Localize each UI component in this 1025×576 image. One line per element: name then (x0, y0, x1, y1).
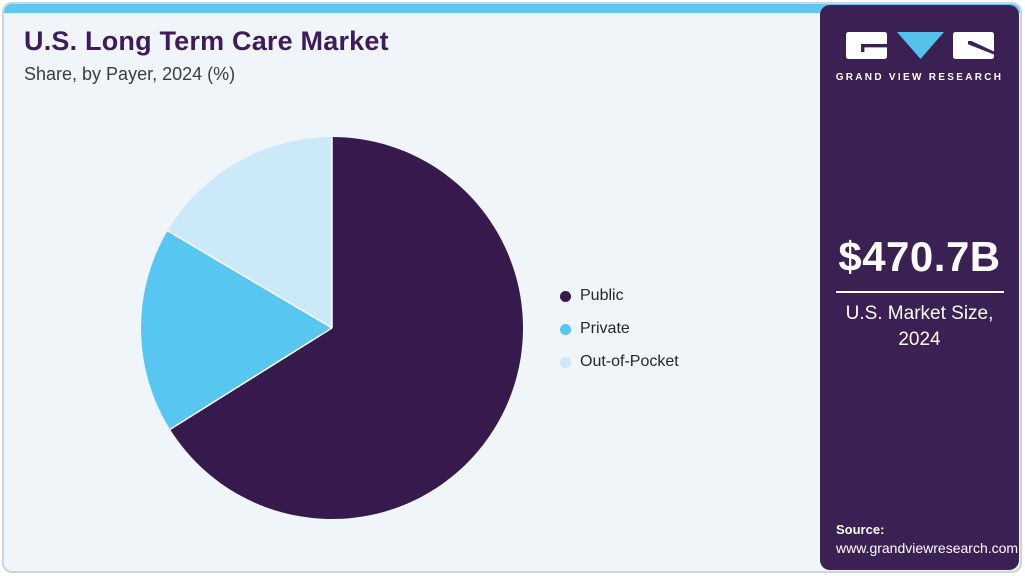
pie-slice-private (140, 230, 332, 430)
pie-slice-public (170, 137, 523, 519)
page-title: U.S. Long Term Care Market (24, 26, 389, 56)
source-url: www.grandviewresearch.com (836, 540, 1019, 556)
top-accent-bar (4, 4, 1020, 13)
legend-item-out-of-pocket: Out-of-Pocket (560, 352, 679, 372)
source-label: Source: (836, 522, 885, 537)
logo-v-triangle-icon (896, 32, 944, 59)
legend-label-out-of-pocket: Out-of-Pocket (580, 353, 679, 370)
pie-slice-separator (167, 230, 333, 329)
legend-swatch-public (560, 290, 571, 302)
market-size-block: $470.7B U.S. Market Size, 2024 (820, 233, 1019, 352)
pie-slice-out-of-pocket (167, 137, 332, 328)
market-size-divider (835, 291, 1004, 293)
market-caption-line1: U.S. Market Size, (845, 303, 994, 324)
pie-chart (140, 137, 523, 519)
gvr-logo: GRAND VIEW RESEARCH (820, 29, 1019, 83)
header: U.S. Long Term Care Market Share, by Pay… (24, 26, 389, 85)
market-size-value: $470.7B (838, 233, 1001, 280)
legend: Public Private Out-of-Pocket (560, 286, 679, 372)
source-block: Source: www.grandviewresearch.com (836, 522, 1018, 556)
legend-item-private: Private (560, 319, 679, 339)
pie-slice-separator (169, 327, 333, 430)
logo-g-glyph (860, 44, 887, 52)
legend-label-private: Private (580, 320, 630, 337)
gvr-logo-mark (845, 32, 994, 59)
market-caption-line2: 2024 (898, 328, 941, 350)
legend-swatch-private (560, 323, 571, 335)
logo-r-glyph (967, 41, 994, 55)
page-subtitle: Share, by Payer, 2024 (%) (24, 64, 236, 84)
brand-name: GRAND VIEW RESEARCH (835, 72, 1004, 83)
legend-swatch-out-of-pocket (560, 356, 571, 368)
legend-item-public: Public (560, 286, 679, 306)
market-size-caption: U.S. Market Size, 2024 (820, 301, 1019, 352)
sidebar: GRAND VIEW RESEARCH $470.7B U.S. Market … (820, 5, 1019, 570)
legend-label-public: Public (580, 287, 624, 304)
